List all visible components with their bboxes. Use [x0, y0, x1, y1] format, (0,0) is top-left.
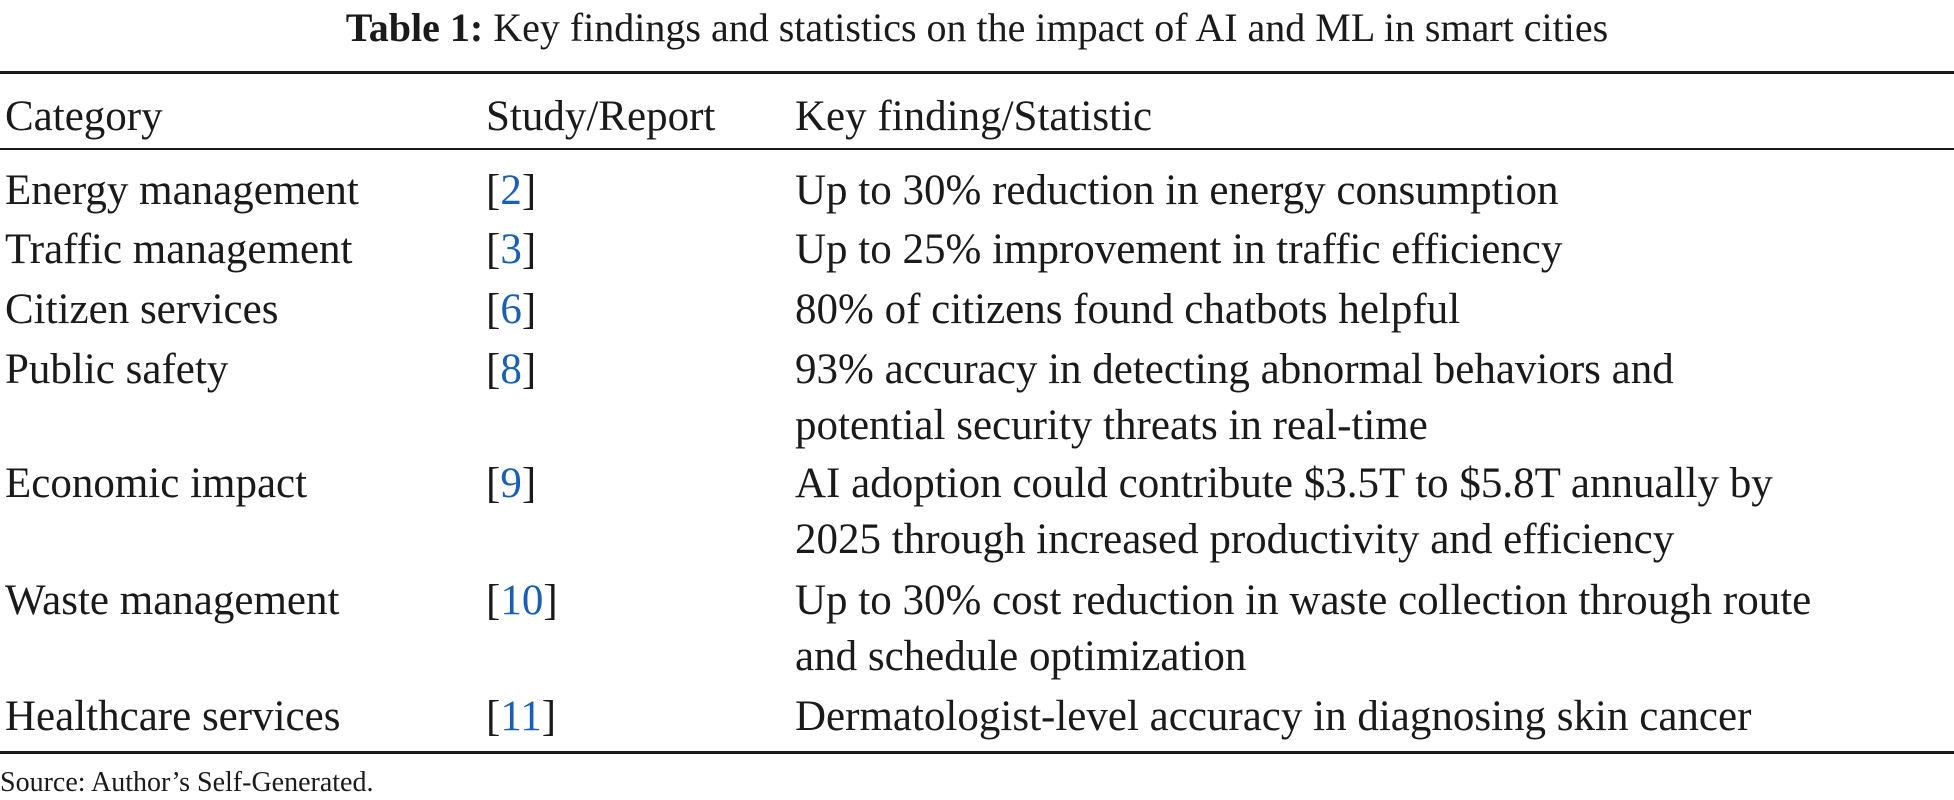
header-study-report: Study/Report	[486, 93, 716, 140]
table-caption-text: Key findings and statistics on the impac…	[493, 5, 1609, 50]
table-source-note: Source: Author’s Self-Generated.	[0, 767, 374, 798]
row-finding: Up to 25% improvement in traffic efficie…	[795, 226, 1563, 273]
reference-link[interactable]: 2	[500, 167, 522, 214]
reference-link[interactable]: 10	[500, 577, 544, 624]
row-finding: AI adoption could contribute $3.5T to $5…	[795, 460, 1773, 563]
header-key-finding: Key finding/Statistic	[795, 93, 1153, 140]
row-reference: [10]	[486, 577, 558, 624]
reference-link[interactable]: 11	[500, 693, 542, 740]
row-reference: [2]	[486, 167, 537, 214]
table-top-rule	[0, 71, 1954, 74]
row-reference: [3]	[486, 226, 537, 273]
row-category: Citizen services	[5, 286, 279, 333]
row-reference: [9]	[486, 460, 537, 507]
row-reference: [6]	[486, 286, 537, 333]
row-category: Public safety	[5, 346, 229, 393]
row-finding: Dermatologist-level accuracy in diagnosi…	[795, 693, 1752, 740]
row-finding: 93% accuracy in detecting abnormal behav…	[795, 346, 1674, 449]
table-caption-label: Table 1:	[345, 5, 484, 50]
row-finding: 80% of citizens found chatbots helpful	[795, 286, 1461, 333]
row-category: Traffic management	[5, 226, 353, 273]
table-bottom-rule	[0, 751, 1954, 754]
row-finding: Up to 30% reduction in energy consumptio…	[795, 167, 1559, 214]
row-reference: [11]	[486, 693, 557, 740]
row-category: Energy management	[5, 167, 359, 214]
row-reference: [8]	[486, 346, 537, 393]
row-category: Economic impact	[5, 460, 308, 507]
reference-link[interactable]: 3	[500, 226, 522, 273]
reference-link[interactable]: 6	[500, 286, 522, 333]
reference-link[interactable]: 8	[500, 346, 522, 393]
table-caption: Table 1: Key findings and statistics on …	[0, 4, 1954, 52]
row-category: Waste management	[5, 577, 340, 624]
table-header-rule	[0, 148, 1954, 150]
row-category: Healthcare services	[5, 693, 341, 740]
row-finding: Up to 30% cost reduction in waste collec…	[795, 577, 1812, 680]
header-category: Category	[5, 93, 163, 140]
reference-link[interactable]: 9	[500, 460, 522, 507]
